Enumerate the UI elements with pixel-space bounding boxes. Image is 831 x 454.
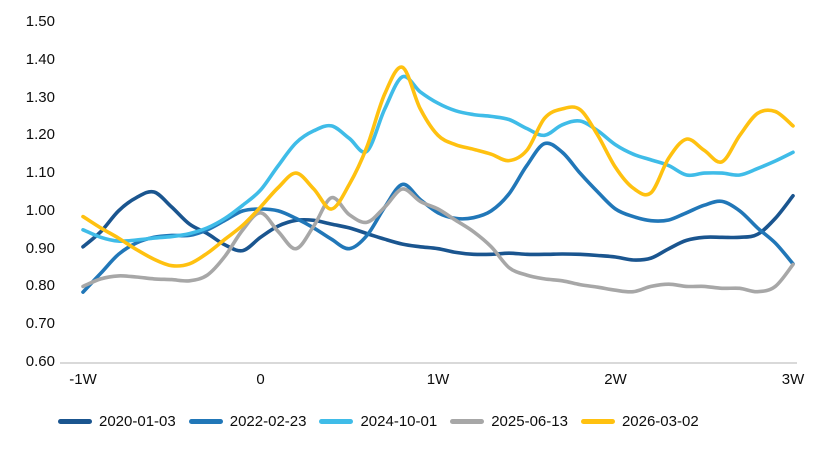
legend-swatch-icon	[58, 419, 92, 424]
series-line-2020-01-03	[81, 189, 795, 262]
y-tick-label: 1.10	[25, 164, 55, 182]
legend-item-2022-02-23: 2022-02-23	[188, 413, 307, 430]
legend-item-2026-03-02: 2026-03-02	[580, 413, 699, 430]
legend-item-2024-10-01: 2024-10-01	[319, 413, 437, 430]
legend-item-2020-01-03: 2020-01-03	[58, 413, 176, 430]
y-tick-label: 0.80	[25, 277, 55, 295]
legend-label: 2025-06-13	[491, 413, 568, 430]
y-tick-label: 0.90	[25, 239, 55, 257]
y-tick-label: 1.00	[25, 201, 55, 219]
y-tick-label: 0.60	[25, 353, 55, 370]
legend-label: 2022-02-23	[229, 413, 307, 430]
legend: 2020-01-03 2022-02-23 2024-10-01 2025-06-13…	[58, 413, 699, 430]
legend-label: 2026-03-02	[621, 413, 699, 430]
x-tick-label: 0	[256, 371, 265, 388]
y-tick-label: 1.50	[25, 13, 55, 30]
legend-swatch-icon	[188, 419, 223, 424]
legend-swatch-icon	[580, 419, 615, 424]
series-line-2026-03-02	[81, 65, 795, 268]
series-line-2024-10-01	[81, 74, 795, 244]
series-line-2022-02-23	[81, 141, 795, 294]
y-tick-label: 1.20	[25, 126, 55, 144]
legend-swatch-icon	[319, 419, 354, 424]
x-tick-label: 2W	[604, 371, 627, 388]
legend-label: 2024-10-01	[360, 413, 438, 430]
y-tick-label: 0.70	[25, 315, 55, 333]
x-tick-label: 3W	[781, 371, 805, 388]
y-tick-label: 1.30	[25, 88, 55, 106]
x-tick-label: -1W	[69, 371, 97, 388]
legend-label: 2020-01-03	[99, 413, 176, 430]
legend-item-2025-06-13: 2025-06-13	[450, 413, 568, 430]
y-tick-label: 1.40	[25, 50, 55, 68]
x-tick-label: 1W	[426, 371, 450, 388]
legend-swatch-icon	[450, 419, 485, 424]
series-line-2025-06-13	[81, 187, 795, 294]
